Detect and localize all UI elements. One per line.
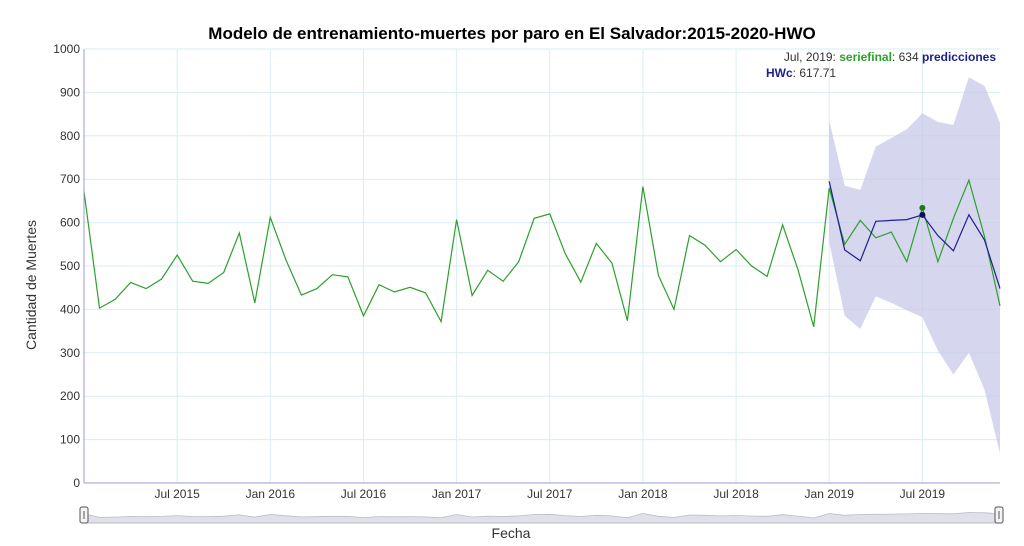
x-tick-label: Jul 2017 [527, 487, 573, 501]
x-tick-label: Jul 2016 [341, 487, 387, 501]
predicciones-line [828, 181, 1001, 289]
prediction-interval-band [829, 77, 1000, 454]
chart-title: Modelo de entrenamiento-muertes por paro… [208, 24, 815, 43]
hover-points [919, 204, 926, 218]
x-tick-label: Jan 2018 [618, 487, 668, 501]
hover-serie-value: 634 [899, 50, 919, 64]
x-tick-label: Jan 2019 [805, 487, 855, 501]
hover-pred-name: predicciones [922, 50, 996, 64]
y-tick-label: 100 [60, 433, 80, 447]
hover-serie-point [919, 204, 926, 211]
y-tick-label: 600 [60, 216, 80, 230]
range-selector[interactable] [79, 506, 1004, 524]
hover-pred-name-2: HWc [766, 66, 793, 80]
y-tick-label: 200 [60, 389, 80, 403]
y-tick-label: 0 [73, 476, 80, 490]
grid [84, 48, 1000, 483]
hover-serie-name: seriefinal [839, 50, 892, 64]
x-tick-label: Jan 2016 [246, 487, 296, 501]
hover-pred-value: 617.71 [799, 66, 836, 80]
x-tick-label: Jul 2018 [713, 487, 759, 501]
y-tick-label: 800 [60, 129, 80, 143]
y-axis-ticks: 0 100 200 300 400 500 600 700 800 900 1000 [53, 42, 80, 490]
hover-line-1: Jul, 2019: seriefinal: 634 predicciones [784, 50, 996, 64]
range-selector-preview [83, 512, 1001, 524]
hover-line-2: HWc: 617.71 [766, 66, 836, 80]
x-tick-label: Jul 2019 [900, 487, 946, 501]
x-axis-label: Fecha [492, 525, 531, 541]
y-axis-label: Cantidad de Muertes [23, 220, 39, 350]
y-tick-label: 1000 [53, 42, 80, 56]
x-tick-label: Jan 2017 [432, 487, 482, 501]
x-axis-ticks: Jul 2015 Jan 2016 Jul 2016 Jan 2017 Jul 2017… [154, 487, 945, 501]
y-tick-label: 700 [60, 172, 80, 186]
hover-pred-point [919, 211, 926, 218]
hover-readout: Jul, 2019: seriefinal: 634 predicciones … [766, 50, 996, 80]
axes [83, 49, 1000, 484]
hover-date: Jul, 2019 [784, 50, 833, 64]
y-tick-label: 500 [60, 259, 80, 273]
y-tick-label: 900 [60, 85, 80, 99]
x-tick-label: Jul 2015 [154, 487, 200, 501]
y-tick-label: 400 [60, 302, 80, 316]
y-tick-label: 300 [60, 346, 80, 360]
seriefinal-line [83, 178, 1001, 327]
